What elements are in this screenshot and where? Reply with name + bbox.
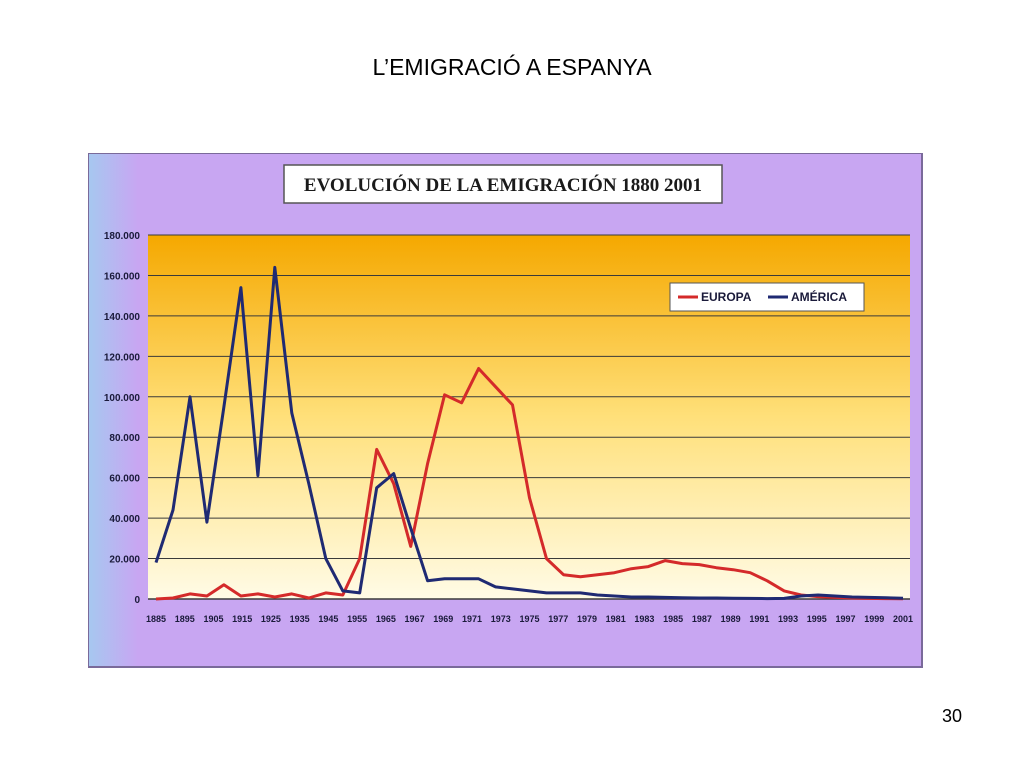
y-tick-label: 100.000 (104, 393, 141, 404)
x-tick-label: 1999 (864, 614, 884, 624)
x-tick-label: 1925 (261, 614, 281, 624)
chart-title: EVOLUCIÓN DE LA EMIGRACIÓN 1880 2001 (304, 174, 702, 196)
y-tick-label: 80.000 (109, 433, 140, 444)
x-tick-label: 1945 (318, 614, 338, 624)
x-tick-label: 1987 (692, 614, 712, 624)
page-number: 30 (941, 706, 962, 726)
x-tick-label: 1973 (491, 614, 511, 624)
x-tick-label: 1895 (175, 614, 195, 624)
legend-box (669, 282, 865, 312)
x-tick-label: 2001 (893, 614, 913, 624)
x-tick-label: 1981 (606, 614, 626, 624)
y-tick-label: 20.000 (109, 555, 140, 566)
y-tick-label: 140.000 (104, 312, 141, 323)
x-axis-ticks: 1885 1895 1905 1915 1925 1935 1945 1955 1965 1967… (146, 614, 913, 624)
x-tick-label: 1971 (462, 614, 482, 624)
x-tick-label: 1969 (433, 614, 453, 624)
x-tick-label: 1915 (232, 614, 252, 624)
y-axis-ticks: 0 20.000 40.000 60.000 80.000 100.000 120.000 1… (104, 231, 141, 606)
chart-title-box (283, 164, 723, 204)
series-line-europa (155, 367, 904, 601)
x-tick-label: 1983 (634, 614, 654, 624)
slide-title: L’EMIGRACIÓ A ESPANYA (372, 54, 652, 80)
x-tick-label: 1977 (548, 614, 568, 624)
y-tick-label: 0 (134, 595, 140, 606)
series-lines (154, 265, 904, 601)
x-tick-label: 1979 (577, 614, 597, 624)
legend-america-label: AMÉRICA (791, 289, 847, 304)
x-tick-label: 1995 (807, 614, 827, 624)
y-tick-label: 180.000 (104, 231, 141, 242)
series-line-america (154, 265, 904, 601)
chart: EVOLUCIÓN DE LA EMIGRACIÓN 1880 2001 0 20… (88, 153, 923, 668)
y-tick-label: 40.000 (109, 514, 140, 525)
x-tick-label: 1955 (347, 614, 367, 624)
x-tick-label: 1989 (721, 614, 741, 624)
x-tick-label: 1885 (146, 614, 166, 624)
y-tick-label: 120.000 (104, 352, 141, 363)
x-tick-label: 1967 (405, 614, 425, 624)
x-tick-label: 1997 (836, 614, 856, 624)
x-tick-label: 1993 (778, 614, 798, 624)
legend: EUROPA AMÉRICA (669, 282, 865, 312)
x-tick-label: 1905 (203, 614, 223, 624)
y-tick-label: 160.000 (104, 271, 141, 282)
x-tick-label: 1935 (290, 614, 310, 624)
x-tick-label: 1975 (519, 614, 539, 624)
y-tick-label: 60.000 (109, 474, 140, 485)
x-tick-label: 1991 (749, 614, 769, 624)
x-tick-label: 1965 (376, 614, 396, 624)
grid-lines (148, 234, 910, 600)
legend-europa-label: EUROPA (701, 290, 752, 304)
x-tick-label: 1985 (663, 614, 683, 624)
